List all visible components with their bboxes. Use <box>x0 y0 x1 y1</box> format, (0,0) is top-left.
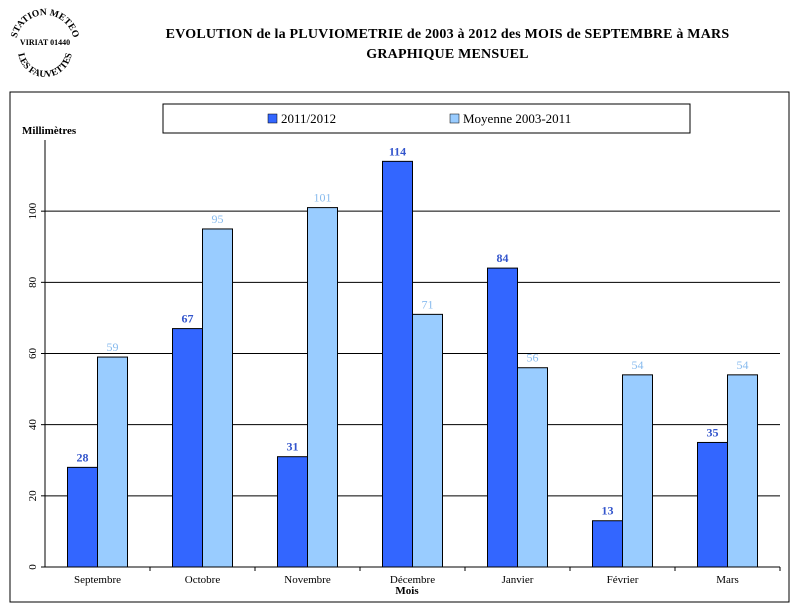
bar-series1 <box>487 267 518 568</box>
bar-series1 <box>67 466 98 568</box>
data-label: 13 <box>602 504 614 518</box>
bar-series2 <box>97 356 128 568</box>
legend-swatch-2011-2012 <box>267 113 278 124</box>
data-label: 56 <box>527 351 539 365</box>
data-label: 31 <box>287 440 299 454</box>
data-label: 35 <box>707 425 719 439</box>
bar-series1 <box>697 441 728 568</box>
bar-series1 <box>277 456 308 568</box>
bars <box>67 160 758 568</box>
chart-subtitle: GRAPHIQUE MENSUEL <box>366 47 529 62</box>
x-tick-label: Mars <box>716 574 739 586</box>
bar-series2 <box>202 228 233 568</box>
data-label: 54 <box>737 358 749 372</box>
bar-series1 <box>592 520 623 568</box>
x-tick-label: Septembre <box>74 574 121 586</box>
data-labels: 28 59 67 95 31 101 114 71 84 56 13 54 35 54 <box>77 144 749 517</box>
stamp-text-middle: VIRIAT 01440 <box>20 38 70 47</box>
data-label: 95 <box>212 212 224 226</box>
y-tick-label: 20 <box>27 490 39 502</box>
legend-label-2011-2012: 2011/2012 <box>281 111 336 126</box>
y-tick-label: 40 <box>27 419 39 431</box>
legend-swatch-moyenne <box>449 113 460 124</box>
x-tick-label: Octobre <box>185 574 221 586</box>
data-label: 114 <box>389 144 406 158</box>
y-tick-label: 80 <box>27 276 39 288</box>
x-axis-label: Mois <box>395 585 419 597</box>
bar-series1 <box>172 328 203 568</box>
x-tick-label: Novembre <box>284 574 331 586</box>
x-tick-label: Janvier <box>502 574 534 586</box>
data-label: 59 <box>107 340 119 354</box>
x-tick-label: Décembre <box>390 574 435 586</box>
legend: 2011/2012 Moyenne 2003-2011 <box>162 103 691 134</box>
data-label: 101 <box>314 191 332 205</box>
data-label: 71 <box>422 297 434 311</box>
y-axis-label: Millimètres <box>22 125 77 137</box>
data-label: 84 <box>497 251 509 265</box>
y-tick-label: 100 <box>27 202 39 219</box>
data-label: 67 <box>182 312 194 326</box>
legend-label-moyenne: Moyenne 2003-2011 <box>463 111 571 126</box>
bar-series1 <box>382 160 413 568</box>
bar-series2 <box>622 374 653 568</box>
bar-series2 <box>412 313 443 568</box>
y-tick-label: 0 <box>27 564 39 570</box>
bar-series2 <box>517 367 548 568</box>
chart-title: EVOLUTION de la PLUVIOMETRIE de 2003 à 2… <box>165 27 730 42</box>
y-tick-label: 60 <box>27 348 39 360</box>
bar-series2 <box>307 207 338 568</box>
station-stamp-logo: STATION METEO VIRIAT 01440 LES FAUVETTES <box>10 8 80 78</box>
data-label: 54 <box>632 358 644 372</box>
legend-box <box>162 103 691 134</box>
bar-series2 <box>727 374 758 568</box>
axes: 0 20 40 60 80 100 Septembre Octobre Novembre Déce… <box>27 140 781 586</box>
data-label: 28 <box>77 450 89 464</box>
x-tick-label: Février <box>607 574 639 586</box>
